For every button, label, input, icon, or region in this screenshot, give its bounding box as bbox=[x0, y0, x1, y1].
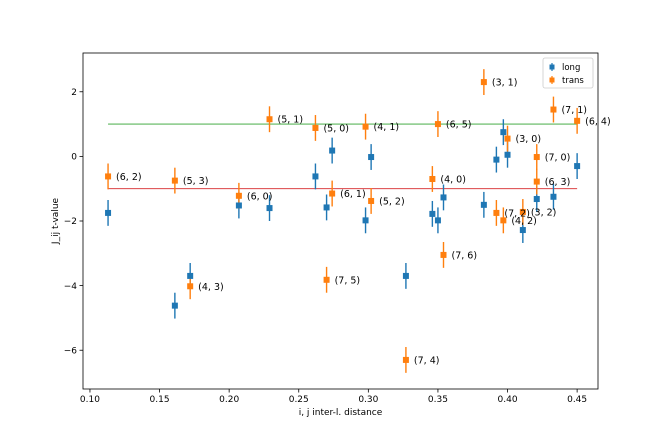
trans-point bbox=[362, 123, 369, 130]
point-label: (3, 1) bbox=[492, 78, 518, 89]
point-label: (4, 2) bbox=[511, 216, 537, 227]
x-tick-label: 0.20 bbox=[219, 395, 239, 405]
legend-marker bbox=[549, 64, 555, 70]
trans-point bbox=[550, 106, 557, 113]
x-axis-label: i, j inter-l. distance bbox=[299, 408, 383, 418]
y-axis-label: J_ij t-value bbox=[51, 197, 61, 245]
y-tick-label: −4 bbox=[64, 282, 78, 292]
x-tick-label: 0.15 bbox=[150, 395, 170, 405]
point-label: (7, 4) bbox=[414, 355, 440, 366]
y-tick-label: 0 bbox=[71, 153, 77, 163]
x-tick-label: 0.25 bbox=[289, 395, 309, 405]
long-point bbox=[235, 202, 242, 209]
point-label: (6, 0) bbox=[247, 191, 273, 202]
long-point bbox=[312, 173, 319, 180]
legend: long trans bbox=[542, 57, 594, 89]
legend-marker bbox=[549, 77, 555, 83]
long-point bbox=[440, 194, 447, 201]
long-point bbox=[368, 154, 375, 161]
point-label: (7, 1) bbox=[561, 105, 587, 116]
long-point bbox=[187, 272, 194, 279]
trans-point bbox=[235, 192, 242, 199]
point-label: (6, 1) bbox=[340, 189, 366, 200]
trans-point bbox=[533, 154, 540, 161]
long-point bbox=[362, 217, 369, 224]
point-label: (6, 5) bbox=[446, 120, 472, 131]
trans-point bbox=[329, 190, 336, 197]
y-tick-label: −2 bbox=[64, 217, 77, 227]
error-bars bbox=[107, 69, 578, 373]
x-tick-label: 0.35 bbox=[428, 395, 448, 405]
trans-point bbox=[480, 79, 487, 86]
point-label: (5, 2) bbox=[379, 196, 405, 207]
trans-point bbox=[105, 173, 112, 180]
long-point bbox=[171, 302, 178, 309]
point-label: (3, 0) bbox=[516, 134, 542, 145]
point-label: (4, 3) bbox=[198, 282, 224, 293]
point-label: (7, 0) bbox=[545, 153, 571, 164]
long-point bbox=[519, 227, 526, 234]
point-label: (4, 0) bbox=[440, 175, 466, 186]
long-point bbox=[493, 156, 500, 163]
trans-point bbox=[504, 135, 511, 142]
long-point bbox=[500, 129, 507, 136]
trans-point bbox=[440, 251, 447, 258]
trans-point bbox=[533, 178, 540, 185]
trans-point bbox=[171, 177, 178, 184]
trans-point bbox=[519, 208, 526, 215]
x-axis-ticks: 0.10 0.15 0.20 0.25 0.30 0.35 0.40 0.45 bbox=[80, 389, 587, 405]
point-label: (5, 0) bbox=[323, 123, 349, 134]
point-label: (7, 2) bbox=[504, 208, 530, 219]
long-point bbox=[434, 217, 441, 224]
trans-point bbox=[500, 217, 507, 224]
long-point bbox=[105, 209, 112, 216]
long-point bbox=[323, 204, 330, 211]
trans-point bbox=[323, 276, 330, 283]
long-point bbox=[329, 147, 336, 154]
long-point bbox=[480, 201, 487, 208]
trans-point bbox=[434, 121, 441, 128]
legend-label: trans bbox=[562, 76, 584, 86]
trans-point bbox=[429, 176, 436, 182]
trans-point bbox=[493, 209, 500, 216]
trans-point bbox=[368, 197, 375, 204]
reference-lines bbox=[108, 123, 578, 190]
y-tick-label: 2 bbox=[71, 88, 77, 98]
x-tick-label: 0.10 bbox=[80, 395, 100, 405]
point-label: (7, 5) bbox=[335, 275, 361, 286]
trans-point bbox=[574, 117, 581, 124]
point-label: (4, 1) bbox=[374, 122, 400, 133]
x-tick-label: 0.30 bbox=[358, 395, 378, 405]
legend-label: long bbox=[562, 63, 580, 73]
x-tick-label: 0.45 bbox=[567, 395, 587, 405]
point-label: (5, 1) bbox=[278, 115, 304, 126]
trans-point bbox=[187, 283, 194, 290]
point-label: (3, 2) bbox=[531, 207, 557, 218]
point-labels: (6, 2) (5, 3) (4, 3) (6, 0) (5, 1) (5, 0) (7, … bbox=[116, 78, 611, 367]
trans-point bbox=[402, 356, 409, 363]
trans-point bbox=[266, 116, 273, 123]
long-point bbox=[574, 163, 581, 170]
long-point bbox=[504, 151, 511, 158]
trans-point bbox=[312, 124, 319, 131]
legend-box bbox=[542, 57, 594, 89]
point-label: (5, 3) bbox=[183, 176, 209, 187]
long-point bbox=[402, 272, 409, 279]
point-label: (6, 3) bbox=[545, 177, 571, 188]
x-tick-label: 0.40 bbox=[498, 395, 518, 405]
y-tick-label: −6 bbox=[64, 346, 78, 356]
long-point bbox=[266, 205, 273, 212]
point-label: (6, 2) bbox=[116, 172, 142, 183]
y-axis-ticks: −6 −4 −2 0 2 bbox=[64, 88, 83, 356]
long-point bbox=[429, 210, 436, 217]
long-point bbox=[533, 196, 540, 203]
data-points bbox=[105, 79, 581, 363]
long-point bbox=[550, 193, 557, 200]
point-label: (7, 6) bbox=[452, 250, 478, 261]
